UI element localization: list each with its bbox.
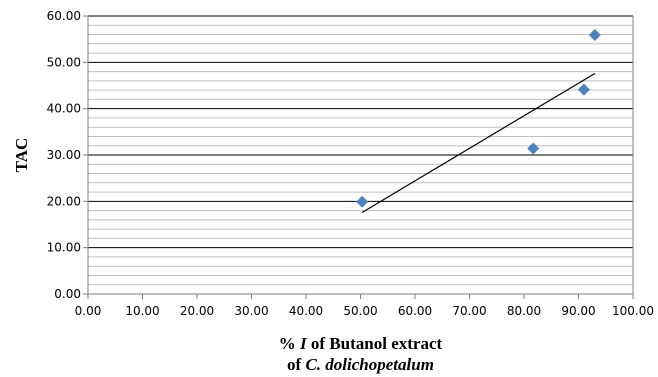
x-tick-label: 80.00	[507, 304, 541, 318]
x-tick-label: 40.00	[289, 304, 323, 318]
data-point-marker	[356, 195, 369, 208]
x-tick-label: 20.00	[180, 304, 214, 318]
x-axis-title-suffix: of Butanol extract	[306, 334, 443, 353]
x-axis-title-line2-prefix: of	[287, 355, 306, 374]
y-axis-title: TAC	[12, 138, 31, 173]
x-tick-label: 30.00	[234, 304, 268, 318]
y-tick-label: 60.00	[47, 9, 81, 23]
x-tick-label: 90.00	[561, 304, 595, 318]
trendline	[361, 72, 596, 213]
data-points	[356, 28, 601, 208]
x-tick-label: 100.00	[612, 304, 654, 318]
y-tick-label: 20.00	[47, 194, 81, 208]
grid-lines	[88, 15, 634, 294]
x-axis-title-line2: of C. dolichopetalum	[88, 355, 633, 375]
x-tick-label: 70.00	[452, 304, 486, 318]
y-tick-label: 0.00	[54, 287, 81, 301]
x-axis-title-line2-italic: C. dolichopetalum	[305, 355, 434, 374]
x-axis-title-italic: I	[300, 334, 307, 353]
y-tick-label: 30.00	[47, 148, 81, 162]
y-tick-labels: 0.00 10.00 20.00 30.00 40.00 50.00 60.00	[47, 9, 88, 301]
x-tick-label: 60.00	[398, 304, 432, 318]
y-tick-label: 10.00	[47, 241, 81, 255]
x-axis-title-line1: % I of Butanol extract	[88, 334, 633, 354]
x-tick-label: 10.00	[125, 304, 159, 318]
x-tick-label: 50.00	[343, 304, 377, 318]
data-point-marker	[588, 28, 601, 41]
data-point-marker	[577, 83, 590, 96]
x-axis-title-prefix: %	[278, 334, 301, 353]
data-point-marker	[527, 142, 540, 155]
x-tick-label: 0.00	[75, 304, 102, 318]
y-tick-label: 50.00	[47, 55, 81, 69]
y-tick-label: 40.00	[47, 102, 81, 116]
x-tick-labels: 0.00 10.00 20.00 30.00 40.00 50.00 60.00 70.00 8…	[75, 294, 654, 318]
axes	[83, 16, 633, 299]
